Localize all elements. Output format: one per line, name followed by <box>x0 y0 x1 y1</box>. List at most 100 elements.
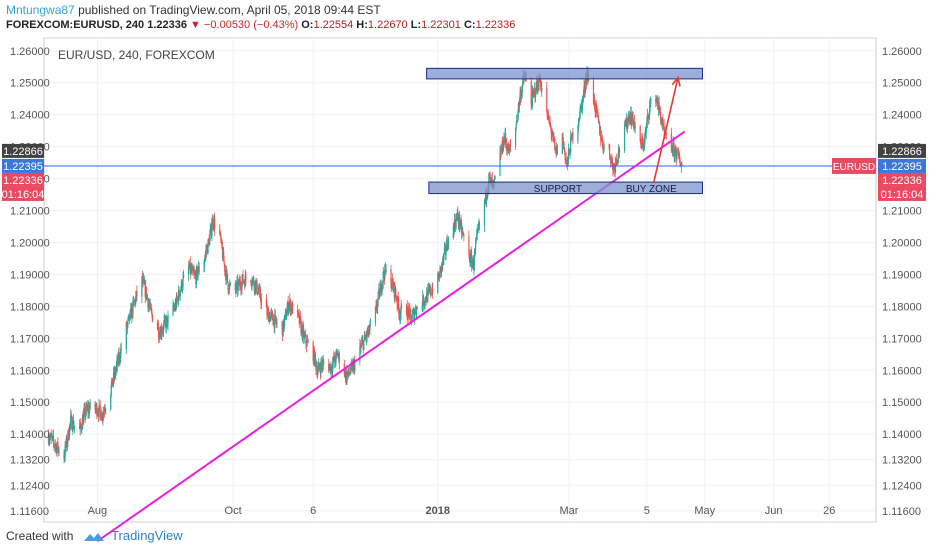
candle-body <box>423 304 425 306</box>
tradingview-logo-icon <box>83 532 104 541</box>
candle-body <box>147 303 150 308</box>
candle-body <box>256 280 258 294</box>
candle-body <box>395 294 397 299</box>
candle-body <box>172 305 174 315</box>
candle-body <box>471 263 473 267</box>
candle-body <box>237 283 239 291</box>
candle-body <box>562 133 564 143</box>
author-link[interactable]: Mntungwa87 <box>6 3 75 17</box>
candle-body <box>401 305 403 307</box>
candle-body <box>462 232 464 235</box>
candle-body <box>162 323 165 331</box>
candle-body <box>274 314 276 328</box>
drawings-layer: SUPPORT BUY ZONE <box>44 67 876 542</box>
candle-body <box>502 147 504 150</box>
candle-body <box>380 282 382 293</box>
candle-body <box>650 98 652 104</box>
candle-body <box>488 173 491 177</box>
candle-body <box>318 363 320 368</box>
candle-body <box>48 439 51 441</box>
candle-body <box>136 290 138 297</box>
candle-body <box>359 345 361 362</box>
candle-body <box>115 365 117 371</box>
candle-body <box>397 296 399 305</box>
candle-body <box>96 412 98 416</box>
candle-body <box>493 179 495 184</box>
candle-body <box>323 361 325 364</box>
candle-body <box>176 296 178 300</box>
candle-body <box>85 414 87 417</box>
candle-body <box>581 99 583 111</box>
candle-body <box>374 307 377 323</box>
candle-body <box>147 298 149 308</box>
candle-body <box>572 132 574 142</box>
candle-body <box>182 277 184 287</box>
candle-body <box>251 283 253 285</box>
candle-body <box>443 253 445 261</box>
candle-body <box>205 250 207 255</box>
candle-body <box>276 323 278 325</box>
candle-body <box>634 121 636 129</box>
candle-body <box>518 98 521 107</box>
candle-body <box>148 303 150 306</box>
candle-body <box>646 121 648 126</box>
candle-body <box>392 278 394 284</box>
candle-body <box>338 352 340 364</box>
candle-body <box>447 237 449 250</box>
candle-body <box>456 217 458 219</box>
candle-body <box>336 352 338 353</box>
candle-body <box>493 178 496 180</box>
candle-body <box>500 149 502 157</box>
candle-body <box>58 448 60 453</box>
candle-body <box>597 116 600 123</box>
candle-body <box>360 343 363 347</box>
candle-body <box>209 235 211 245</box>
candle-body <box>369 323 371 330</box>
candle-body <box>307 340 309 342</box>
candle-body <box>624 123 626 151</box>
candle-body <box>468 236 470 254</box>
candle-body <box>522 77 524 86</box>
candle-body <box>281 323 283 329</box>
candle-body <box>80 423 82 427</box>
candle-body <box>552 132 555 137</box>
candle-body <box>611 159 613 164</box>
candle-body <box>563 148 566 152</box>
candle-body <box>375 304 378 310</box>
candle-body <box>614 166 616 172</box>
candle-body <box>85 406 87 415</box>
candle-body <box>214 218 216 230</box>
candle-body <box>475 239 477 244</box>
candle-body <box>578 119 580 122</box>
candle-body <box>180 289 182 292</box>
candle-body <box>299 316 301 321</box>
candle-body <box>334 355 336 361</box>
candle-body <box>399 313 402 319</box>
candle-body <box>516 119 518 121</box>
candle-body <box>411 313 413 320</box>
candle-body <box>476 233 478 240</box>
candle-body <box>110 385 112 395</box>
y-tick-label-left: 1.26000 <box>10 46 50 58</box>
candle-body <box>228 285 230 293</box>
candle-body <box>394 287 397 295</box>
candle-body <box>644 137 646 146</box>
candle-body <box>288 306 290 313</box>
candle-body <box>458 215 461 227</box>
candle-body <box>460 219 462 223</box>
candle-body <box>422 295 424 306</box>
candle-body <box>135 296 137 304</box>
x-tick-label: 26 <box>823 505 835 517</box>
candle-body <box>179 291 181 297</box>
candle-body <box>444 246 447 254</box>
candle-body <box>285 315 288 320</box>
tradingview-brand[interactable]: TradingView <box>111 528 183 543</box>
candle-body <box>83 409 85 415</box>
candle-body <box>409 308 411 311</box>
candle-body <box>240 288 243 290</box>
candle-body <box>631 118 633 125</box>
candle-body <box>579 107 581 118</box>
price-badge-right <box>878 186 926 201</box>
